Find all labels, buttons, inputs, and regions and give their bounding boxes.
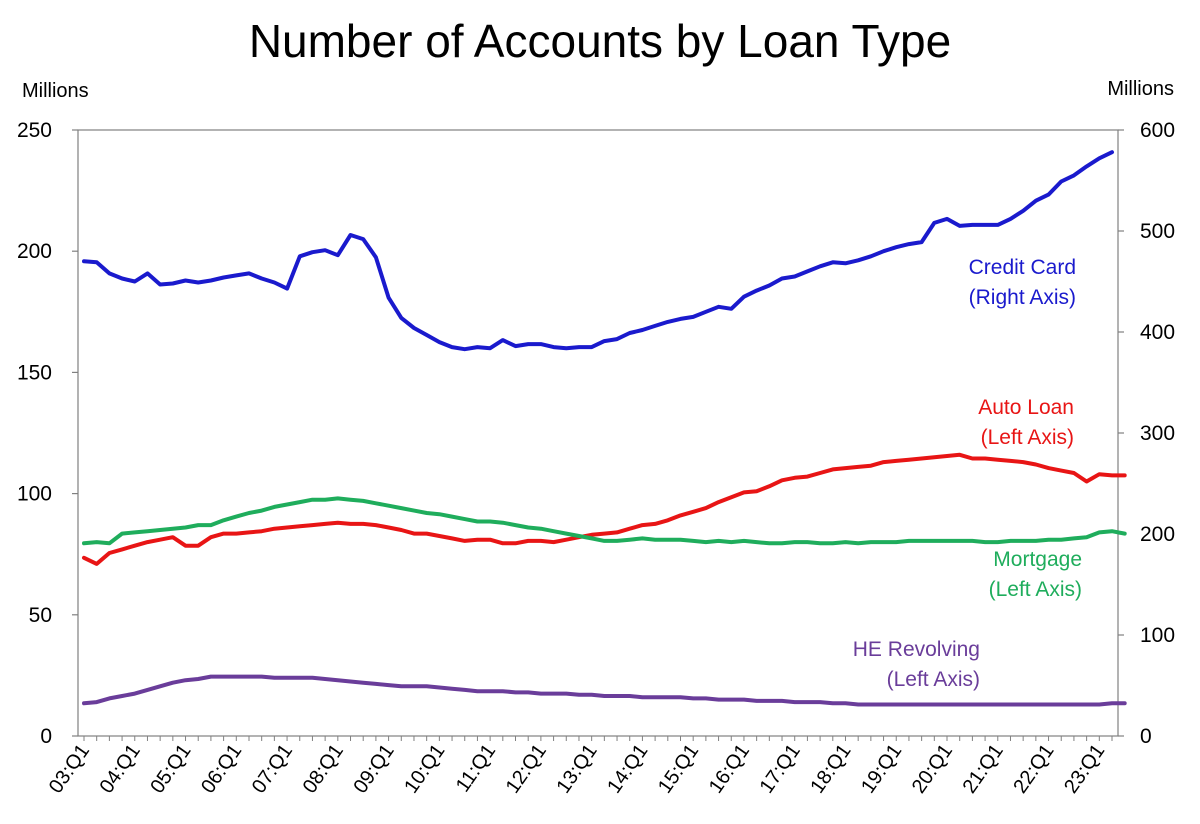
x-tick-label: 06:Q1 <box>197 740 246 797</box>
series-axis-note-credit-card: (Right Axis) <box>969 286 1076 309</box>
right-tick-label: 0 <box>1140 725 1152 748</box>
series-line-auto-loan <box>82 452 1127 566</box>
left-tick-label: 50 <box>29 604 52 627</box>
x-tick-label: 08:Q1 <box>299 740 348 797</box>
right-tick-label: 400 <box>1140 321 1175 344</box>
chart-title: Number of Accounts by Loan Type <box>248 15 952 67</box>
x-tick-label: 14:Q1 <box>603 740 652 797</box>
right-axis-unit: Millions <box>1107 78 1174 100</box>
x-tick-label: 13:Q1 <box>552 740 601 797</box>
series-line-credit-card <box>82 150 1114 352</box>
x-tick-label: 12:Q1 <box>502 740 551 797</box>
x-tick-label: 17:Q1 <box>756 740 805 797</box>
right-tick-label: 600 <box>1140 119 1175 142</box>
x-tick-label: 23:Q1 <box>1060 740 1109 797</box>
left-tick-label: 0 <box>40 725 52 748</box>
series-line-he-revolving <box>82 674 1127 707</box>
series-label-auto-loan: Auto Loan <box>978 396 1074 419</box>
x-tick-label: 21:Q1 <box>959 740 1008 797</box>
x-tick-label: 04:Q1 <box>96 740 145 797</box>
x-tick-label: 03:Q1 <box>45 740 94 797</box>
left-tick-label: 200 <box>17 240 52 263</box>
left-tick-label: 250 <box>17 119 52 142</box>
series-label-mortgage: Mortgage <box>993 548 1082 571</box>
series-axis-note-he-revolving: (Left Axis) <box>887 668 980 691</box>
right-tick-label: 500 <box>1140 220 1175 243</box>
left-tick-label: 150 <box>17 361 52 384</box>
series-line-mortgage <box>82 496 1127 546</box>
x-tick-label: 10:Q1 <box>400 740 449 797</box>
series-label-he-revolving: HE Revolving <box>853 638 980 661</box>
left-axis-unit: Millions <box>22 80 89 102</box>
x-tick-label: 05:Q1 <box>146 740 195 797</box>
x-tick-label: 19:Q1 <box>857 740 906 797</box>
x-tick-label: 16:Q1 <box>705 740 754 797</box>
series-label-credit-card: Credit Card <box>969 256 1076 279</box>
x-tick-label: 20:Q1 <box>908 740 957 797</box>
right-tick-label: 100 <box>1140 624 1175 647</box>
left-tick-label: 100 <box>17 483 52 506</box>
series-axis-note-auto-loan: (Left Axis) <box>981 426 1074 449</box>
x-tick-label: 11:Q1 <box>452 740 500 796</box>
x-tick-label: 15:Q1 <box>654 740 703 797</box>
x-tick-label: 22:Q1 <box>1009 740 1058 797</box>
right-tick-label: 300 <box>1140 422 1175 445</box>
x-tick-label: 07:Q1 <box>248 740 297 797</box>
right-tick-label: 200 <box>1140 523 1175 546</box>
x-tick-label: 09:Q1 <box>349 740 398 797</box>
x-tick-label: 18:Q1 <box>806 740 855 797</box>
series-axis-note-mortgage: (Left Axis) <box>989 578 1082 601</box>
